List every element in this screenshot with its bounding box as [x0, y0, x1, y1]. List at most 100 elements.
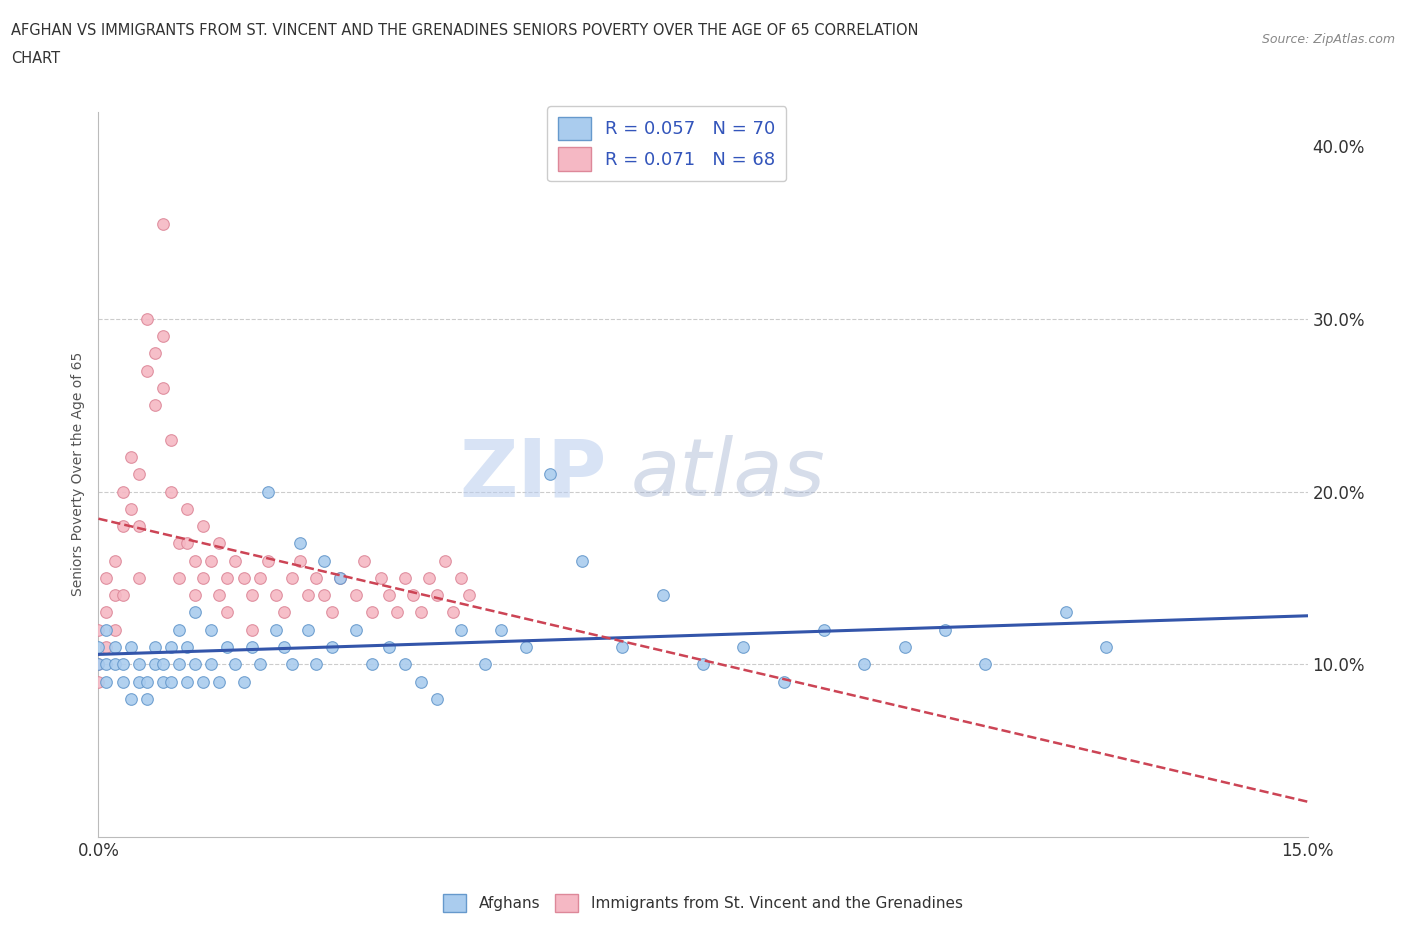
Point — [184, 553, 207, 568]
Point — [135, 364, 157, 379]
Point — [934, 622, 956, 637]
Point — [128, 657, 150, 671]
Point — [160, 485, 183, 499]
Point — [297, 588, 319, 603]
Point — [143, 398, 166, 413]
Point — [249, 657, 271, 671]
Point — [160, 432, 183, 447]
Point — [143, 657, 166, 671]
Point — [193, 674, 215, 689]
Point — [314, 553, 336, 568]
Point — [853, 657, 876, 671]
Point — [450, 570, 472, 585]
Point — [377, 588, 399, 603]
Point — [87, 657, 110, 671]
Point — [273, 605, 295, 620]
Point — [111, 657, 134, 671]
Point — [152, 328, 174, 343]
Point — [217, 570, 239, 585]
Point — [128, 570, 150, 585]
Point — [200, 657, 222, 671]
Point — [394, 570, 416, 585]
Point — [184, 605, 207, 620]
Point — [103, 640, 125, 655]
Point — [96, 570, 118, 585]
Point — [1095, 640, 1118, 655]
Point — [434, 553, 457, 568]
Point — [111, 588, 134, 603]
Point — [120, 501, 142, 516]
Text: atlas: atlas — [630, 435, 825, 513]
Point — [441, 605, 464, 620]
Text: Source: ZipAtlas.com: Source: ZipAtlas.com — [1261, 33, 1395, 46]
Point — [385, 605, 408, 620]
Point — [314, 588, 336, 603]
Text: AFGHAN VS IMMIGRANTS FROM ST. VINCENT AND THE GRENADINES SENIORS POVERTY OVER TH: AFGHAN VS IMMIGRANTS FROM ST. VINCENT AN… — [11, 23, 918, 38]
Point — [692, 657, 714, 671]
Point — [273, 640, 295, 655]
Point — [128, 519, 150, 534]
Point — [96, 674, 118, 689]
Point — [208, 536, 231, 551]
Text: CHART: CHART — [11, 51, 60, 66]
Point — [87, 640, 110, 655]
Point — [135, 691, 157, 706]
Point — [87, 657, 110, 671]
Point — [217, 640, 239, 655]
Point — [733, 640, 755, 655]
Point — [329, 570, 352, 585]
Point — [281, 657, 304, 671]
Point — [418, 570, 440, 585]
Point — [240, 622, 263, 637]
Point — [208, 588, 231, 603]
Point — [103, 588, 125, 603]
Point — [176, 674, 198, 689]
Point — [491, 622, 513, 637]
Point — [353, 553, 375, 568]
Point — [176, 536, 198, 551]
Point — [232, 674, 254, 689]
Point — [377, 640, 399, 655]
Point — [143, 640, 166, 655]
Point — [450, 622, 472, 637]
Point — [152, 674, 174, 689]
Point — [264, 622, 287, 637]
Point — [167, 536, 190, 551]
Point — [184, 657, 207, 671]
Point — [344, 588, 367, 603]
Point — [361, 657, 384, 671]
Point — [256, 553, 278, 568]
Point — [224, 553, 246, 568]
Point — [160, 674, 183, 689]
Y-axis label: Seniors Poverty Over the Age of 65: Seniors Poverty Over the Age of 65 — [70, 352, 84, 596]
Point — [321, 605, 343, 620]
Point — [200, 553, 222, 568]
Point — [135, 674, 157, 689]
Point — [128, 467, 150, 482]
Point — [193, 570, 215, 585]
Point — [612, 640, 634, 655]
Point — [120, 449, 142, 464]
Point — [281, 570, 304, 585]
Point — [224, 657, 246, 671]
Point — [200, 622, 222, 637]
Point — [176, 640, 198, 655]
Point — [813, 622, 835, 637]
Point — [111, 519, 134, 534]
Legend: Afghans, Immigrants from St. Vincent and the Grenadines: Afghans, Immigrants from St. Vincent and… — [437, 888, 969, 918]
Point — [538, 467, 561, 482]
Point — [160, 640, 183, 655]
Point — [394, 657, 416, 671]
Point — [893, 640, 915, 655]
Point — [120, 640, 142, 655]
Point — [240, 588, 263, 603]
Point — [321, 640, 343, 655]
Point — [167, 657, 190, 671]
Point — [96, 605, 118, 620]
Point — [288, 553, 311, 568]
Point — [167, 570, 190, 585]
Point — [103, 622, 125, 637]
Point — [143, 346, 166, 361]
Point — [176, 501, 198, 516]
Point — [305, 657, 328, 671]
